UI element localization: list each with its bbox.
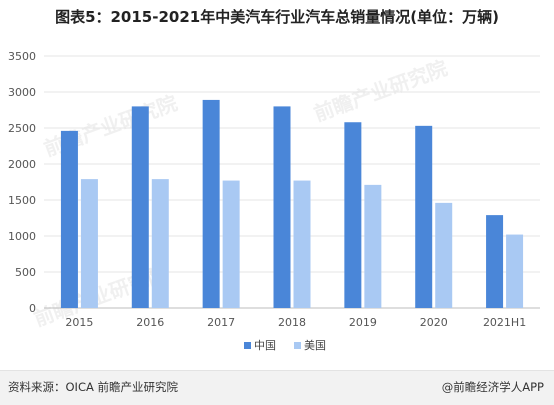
bar-usa-2021H1 [506, 234, 524, 308]
x-tick-label: 2020 [420, 316, 448, 329]
bar-usa-2016 [151, 179, 169, 308]
x-axis: 2015 2016 2017 2018 2019 2020 2021H1 [65, 316, 526, 329]
bar-china-2020 [415, 125, 433, 308]
legend-swatch-usa [294, 342, 301, 349]
y-tick-label: 0 [29, 302, 36, 315]
y-axis: 0 500 1000 1500 2000 2500 3000 3500 [8, 50, 36, 315]
x-tick-label: 2021H1 [483, 316, 526, 329]
footer: 资料来源：OICA 前瞻产业研究院 @前瞻经济学人APP [0, 370, 554, 405]
y-tick-label: 3000 [8, 86, 36, 99]
x-tick-label: 2016 [136, 316, 164, 329]
footer-brand: @前瞻经济学人APP [441, 380, 544, 394]
bar-usa-2015 [80, 179, 98, 308]
y-tick-label: 2500 [8, 122, 36, 135]
y-tick-label: 3500 [8, 50, 36, 63]
bar-china-2016 [131, 106, 149, 309]
footer-source: 资料来源：OICA 前瞻产业研究院 [8, 380, 178, 394]
legend-swatch-china [244, 342, 251, 349]
bar-usa-2019 [364, 184, 382, 308]
bar-china-2017 [202, 99, 220, 308]
gridlines [44, 55, 540, 309]
bar-usa-2020 [435, 202, 453, 308]
y-tick-label: 1000 [8, 230, 36, 243]
bar-china-2015 [60, 130, 78, 308]
bar-china-2018 [273, 106, 291, 309]
x-tick-label: 2017 [207, 316, 235, 329]
bar-usa-2017 [222, 180, 240, 308]
bars [60, 99, 524, 309]
bar-china-2019 [344, 122, 362, 309]
y-tick-label: 500 [15, 266, 36, 279]
legend: 中国 美国 [244, 339, 326, 352]
y-tick-label: 1500 [8, 194, 36, 207]
x-tick-label: 2015 [65, 316, 93, 329]
x-tick-label: 2018 [278, 316, 306, 329]
chart-title: 图表5：2015-2021年中美汽车行业汽车总销量情况(单位：万辆) [55, 8, 499, 26]
legend-label-china: 中国 [254, 339, 276, 352]
y-tick-label: 2000 [8, 158, 36, 171]
x-tick-label: 2019 [349, 316, 377, 329]
legend-label-usa: 美国 [304, 339, 326, 352]
bar-china-2021H1 [486, 215, 504, 308]
bar-usa-2018 [293, 180, 311, 308]
